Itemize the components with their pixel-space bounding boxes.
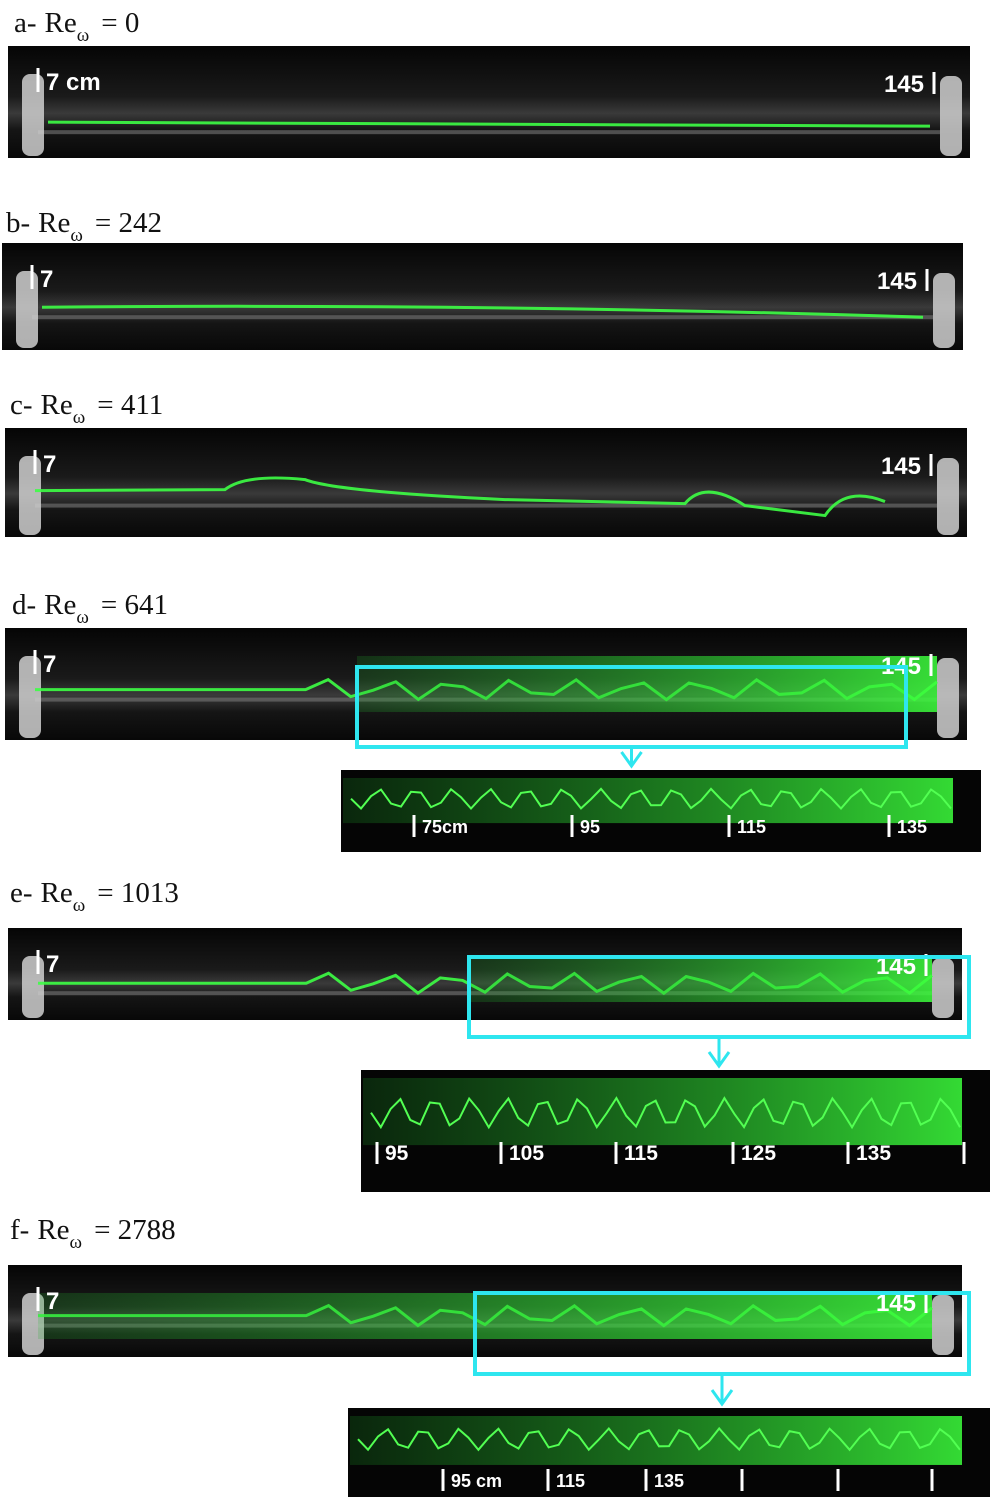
zoom-tick-label: 75cm xyxy=(422,817,468,837)
panel-label: c- Reω = 411 xyxy=(10,389,163,428)
panel: b- Reω = 242 7 145 xyxy=(2,207,963,350)
zoom-arrow xyxy=(707,1037,731,1069)
panel-letter: e- xyxy=(10,877,33,909)
dye-streak xyxy=(41,304,924,319)
scale-label: 7 cm xyxy=(46,69,101,96)
end-clamp xyxy=(932,958,954,1018)
end-clamp xyxy=(933,273,955,348)
zoom-tick-label: 135 xyxy=(897,817,927,837)
end-clamp xyxy=(937,658,959,738)
panel-label: d- Reω = 641 xyxy=(12,589,168,628)
scale-label: 7 xyxy=(46,1288,59,1315)
zoom-tick-label: 135 xyxy=(654,1471,684,1491)
end-clamp xyxy=(932,1295,954,1355)
panel-letter: a- xyxy=(14,7,37,39)
panel-label: b- Reω = 242 xyxy=(6,207,162,246)
panel-letter: f- xyxy=(10,1214,29,1246)
end-clamp xyxy=(22,956,44,1018)
zoom-flow xyxy=(363,1078,962,1146)
end-clamp xyxy=(16,271,38,348)
reynolds-symbol: Re xyxy=(41,389,73,421)
panel: c- Reω = 411 7 145 xyxy=(5,389,967,537)
reynolds-value: = 0 xyxy=(101,7,139,39)
tube-wall xyxy=(35,503,937,508)
tube-wall xyxy=(38,130,940,135)
reynolds-symbol: Re xyxy=(41,877,73,909)
dye-streak xyxy=(47,120,931,128)
zoom-tick-label: 115 xyxy=(624,1142,658,1165)
reynolds-symbol: Re xyxy=(45,7,77,39)
turbulent-region xyxy=(469,956,932,1002)
zoom-arrow xyxy=(710,1374,734,1407)
tube-photo xyxy=(8,46,970,158)
reynolds-subscript: ω xyxy=(73,407,86,428)
reynolds-value: = 2788 xyxy=(94,1214,176,1246)
reynolds-subscript: ω xyxy=(70,225,83,246)
end-clamp xyxy=(19,656,41,738)
reynolds-subscript: ω xyxy=(73,895,86,916)
turbulent-region xyxy=(38,1293,932,1339)
reynolds-value: = 411 xyxy=(97,389,163,421)
zoom-tick-label: 135 xyxy=(856,1142,891,1165)
dye-streak xyxy=(34,476,886,518)
panel-label: e- Reω = 1013 xyxy=(10,877,179,916)
end-clamp xyxy=(940,76,962,156)
reynolds-symbol: Re xyxy=(44,589,76,621)
reynolds-subscript: ω xyxy=(70,1232,83,1253)
scale-label: 145 xyxy=(881,453,921,480)
turbulent-region xyxy=(357,656,937,712)
scale-label: 7 xyxy=(40,266,53,293)
tube-photo xyxy=(2,243,963,350)
zoom-arrow xyxy=(620,747,643,769)
panel-label: a- Reω = 0 xyxy=(14,7,139,46)
reynolds-value: = 1013 xyxy=(97,877,179,909)
scale-label: 7 xyxy=(43,651,56,678)
reynolds-symbol: Re xyxy=(38,207,70,239)
zoom-tick-label: 115 xyxy=(737,817,766,837)
scale-label: 7 xyxy=(43,451,56,478)
scale-label: 145 xyxy=(877,268,917,295)
reynolds-value: = 242 xyxy=(95,207,162,239)
zoom-tick-label: 125 xyxy=(741,1142,776,1165)
panel-letter: c- xyxy=(10,389,33,421)
zoom-streak xyxy=(357,1426,961,1452)
zoom-streak xyxy=(370,1096,961,1130)
panel-letter: d- xyxy=(12,589,36,621)
panel-letter: b- xyxy=(6,207,30,239)
zoom-tick-label: 95 xyxy=(580,817,600,837)
scale-label: 145 xyxy=(884,71,924,98)
reynolds-symbol: Re xyxy=(37,1214,69,1246)
panel: a- Reω = 0 7 cm 145 xyxy=(8,7,970,158)
end-clamp xyxy=(937,458,959,535)
zoom-tick-label: 95 xyxy=(385,1142,409,1165)
zoom-tick-label: 115 xyxy=(556,1471,585,1491)
zoom-streak xyxy=(350,787,952,811)
end-clamp xyxy=(19,456,41,535)
tube-wall xyxy=(32,315,933,320)
zoom-tick-label: 95 cm xyxy=(451,1471,502,1491)
scale-label: 7 xyxy=(46,951,59,978)
panel-label: f- Reω = 2788 xyxy=(10,1214,176,1253)
reynolds-value: = 641 xyxy=(101,589,168,621)
reynolds-subscript: ω xyxy=(76,607,89,628)
zoom-tick-label: 105 xyxy=(509,1142,544,1165)
end-clamp xyxy=(22,74,44,156)
tube-photo xyxy=(5,428,967,537)
reynolds-subscript: ω xyxy=(77,25,90,46)
